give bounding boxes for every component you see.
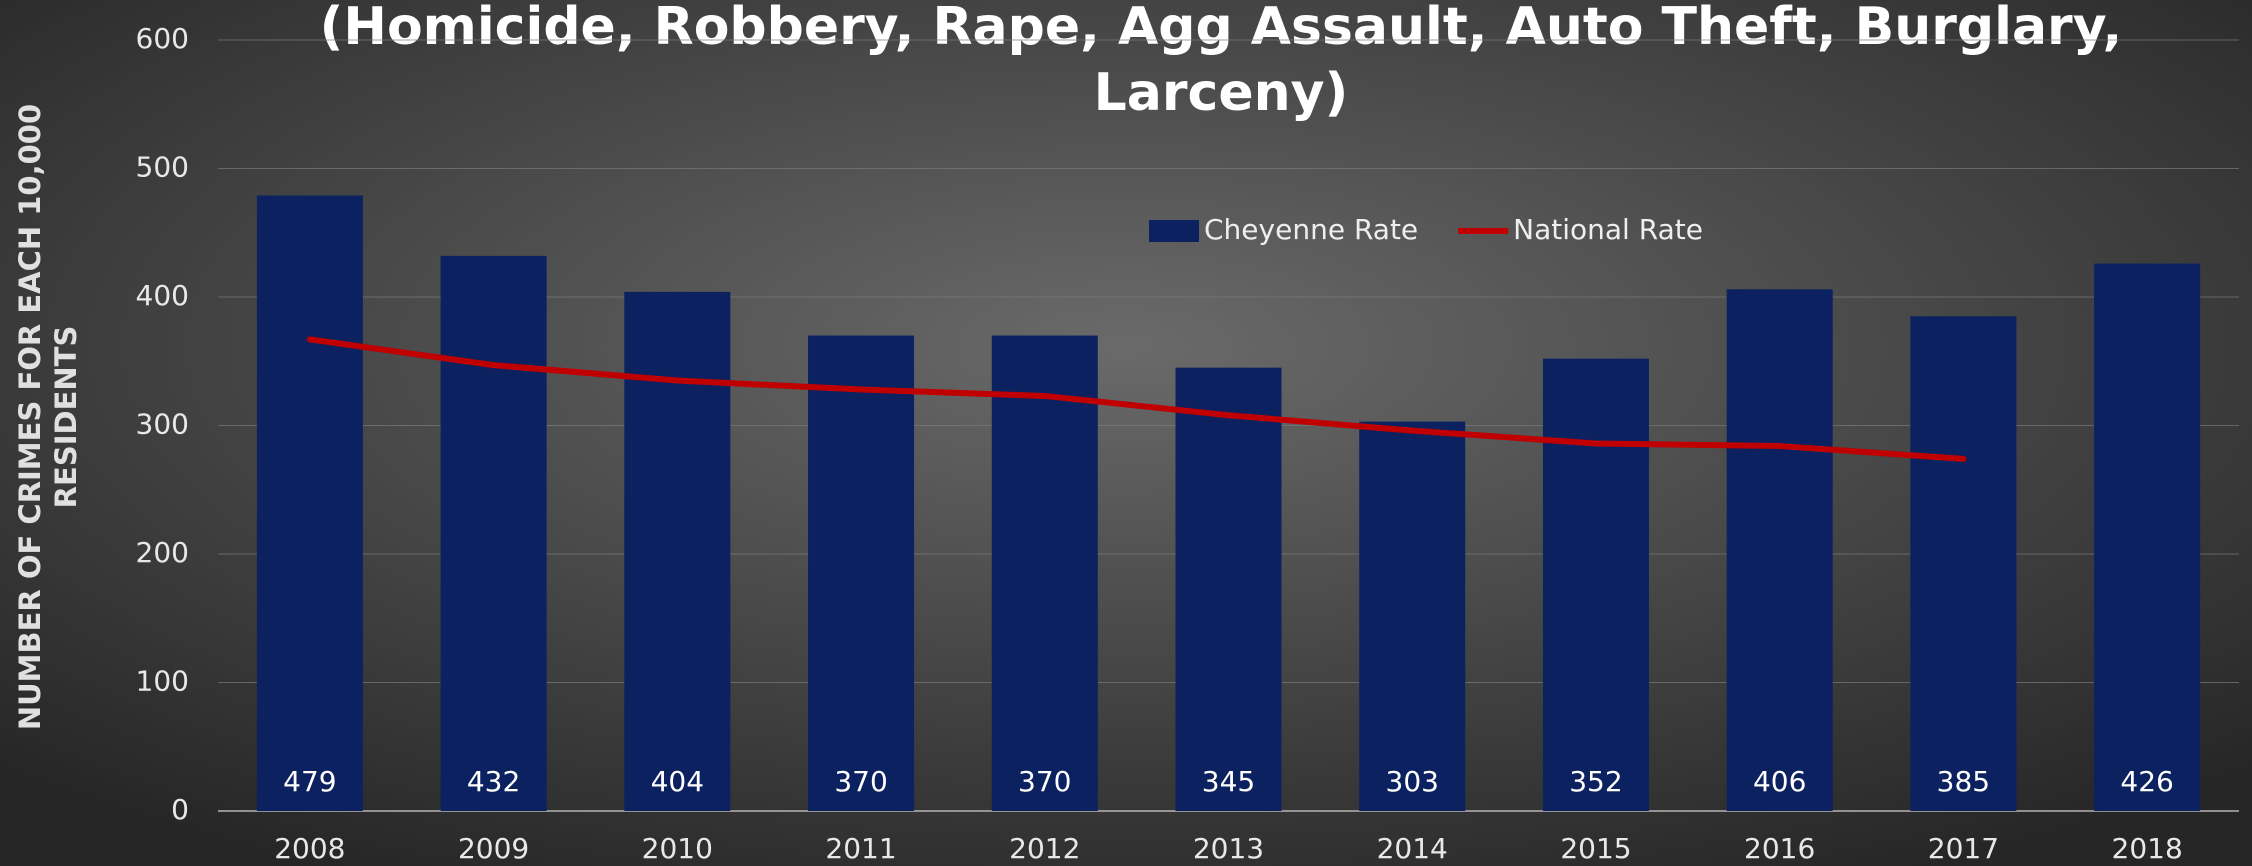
bar [991, 335, 1098, 811]
legend-swatch [1149, 220, 1199, 242]
data-label: 426 [2120, 765, 2173, 798]
y-tick-label: 500 [136, 151, 189, 184]
data-label: 385 [1937, 765, 1990, 798]
bar [808, 335, 915, 811]
y-tick-label: 0 [171, 793, 189, 826]
bar [2094, 263, 2201, 812]
bar [1726, 289, 1833, 811]
data-label: 406 [1753, 765, 1806, 798]
x-tick-label: 2009 [458, 832, 529, 865]
bar [1359, 421, 1466, 811]
y-axis-label-line: RESIDENTS [49, 326, 83, 509]
legend-label: Cheyenne Rate [1204, 213, 1418, 246]
chart-title: Larceny) [1094, 63, 1349, 123]
bar [1542, 358, 1649, 811]
x-tick-label: 2008 [274, 832, 345, 865]
y-axis-label-line: NUMBER OF CRIMES FOR EACH 10,000 [13, 104, 47, 730]
data-label: 370 [1018, 765, 1071, 798]
x-tick-label: 2017 [1928, 832, 1999, 865]
y-tick-label: 100 [136, 665, 189, 698]
bar [624, 291, 731, 811]
y-tick-label: 300 [136, 408, 189, 441]
x-tick-label: 2016 [1744, 832, 1815, 865]
bar [1910, 316, 2017, 811]
y-tick-label: 600 [136, 22, 189, 55]
data-label: 345 [1202, 765, 1255, 798]
x-tick-label: 2010 [642, 832, 713, 865]
data-label: 404 [651, 765, 704, 798]
x-tick-label: 2011 [825, 832, 896, 865]
bar [256, 195, 363, 812]
y-tick-label: 400 [136, 279, 189, 312]
bar [1175, 367, 1282, 811]
line [306, 336, 1967, 462]
x-tick-label: 2012 [1009, 832, 1080, 865]
data-label: 479 [283, 765, 336, 798]
x-tick-label: 2018 [2112, 832, 2183, 865]
data-label: 370 [834, 765, 887, 798]
y-axis-label: NUMBER OF CRIMES FOR EACH 10,000 RESIDEN… [13, 104, 83, 730]
x-tick-label: 2015 [1560, 832, 1631, 865]
data-label: 303 [1386, 765, 1439, 798]
data-label: 432 [467, 765, 520, 798]
x-tick-label: 2014 [1377, 832, 1448, 865]
legend-label: National Rate [1513, 213, 1703, 246]
chart-title: (Homicide, Robbery, Rape, Agg Assault, A… [320, 0, 2123, 57]
x-tick-label: 2013 [1193, 832, 1264, 865]
bar [440, 255, 547, 811]
data-label: 352 [1569, 765, 1622, 798]
y-tick-label: 200 [136, 536, 189, 569]
